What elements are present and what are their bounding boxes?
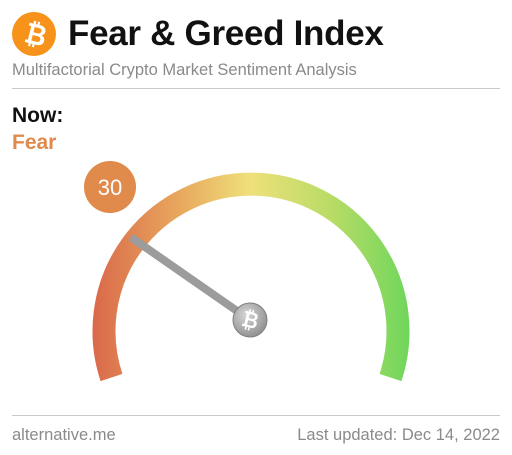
header: Fear & Greed Index	[12, 12, 384, 56]
source-link[interactable]: alternative.me	[12, 426, 116, 444]
gauge-value: 30	[98, 175, 122, 200]
sentiment-gauge: 30	[84, 161, 410, 382]
divider-top	[12, 88, 500, 89]
gauge-needle	[128, 233, 253, 324]
page-title: Fear & Greed Index	[68, 14, 384, 53]
value-bubble	[84, 161, 136, 213]
last-updated: Last updated: Dec 14, 2022	[297, 426, 500, 444]
bitcoin-logo-icon	[12, 12, 56, 56]
hub-bitcoin-icon	[241, 309, 258, 331]
sentiment-classification: Fear	[12, 131, 57, 154]
page-subtitle: Multifactorial Crypto Market Sentiment A…	[12, 61, 357, 79]
gauge-arc	[92, 172, 410, 382]
now-label: Now:	[12, 104, 64, 127]
divider-bottom	[12, 415, 500, 416]
